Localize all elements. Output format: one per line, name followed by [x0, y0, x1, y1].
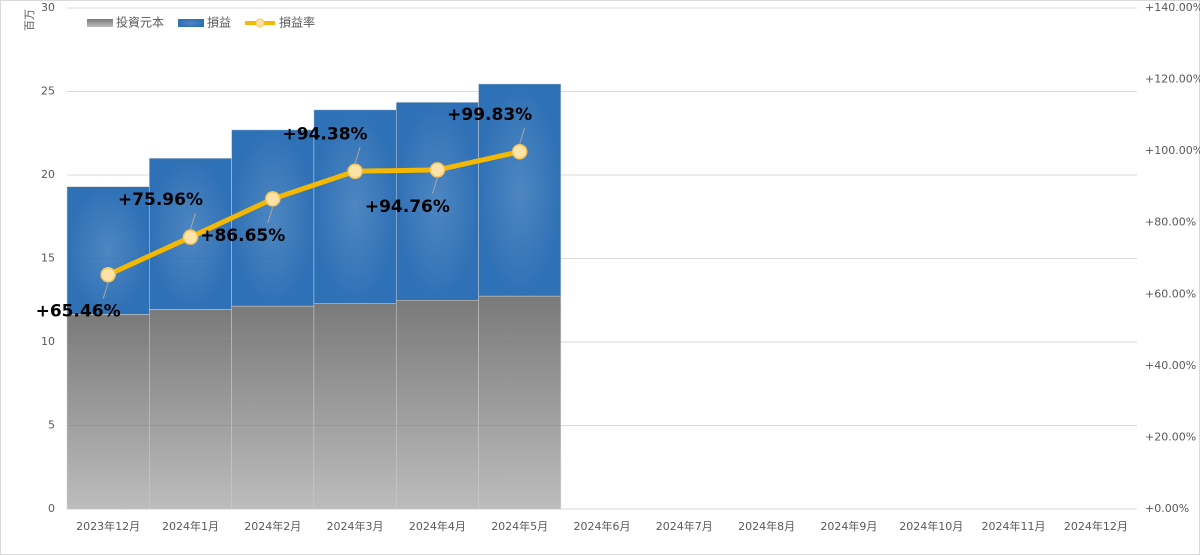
bar — [313, 303, 397, 510]
y2-tick-label: +140.00% — [1145, 1, 1200, 14]
x-tick-label: 2024年11月 — [982, 519, 1046, 533]
x-tick-label: 2024年2月 — [244, 519, 301, 533]
x-tick-label: 2024年4月 — [409, 519, 466, 533]
leader-line — [354, 147, 361, 164]
y-tick-label: 10 — [41, 335, 55, 348]
x-tick-label: 2024年10月 — [899, 519, 963, 533]
y2-tick-label: +0.00% — [1145, 502, 1189, 515]
bar — [66, 186, 150, 315]
data-label: +94.38% — [283, 124, 368, 144]
bar — [231, 129, 315, 307]
y2-tick-label: +80.00% — [1145, 216, 1196, 229]
x-tick-label: 2024年8月 — [738, 519, 795, 533]
data-label: +99.83% — [447, 105, 532, 125]
marker — [511, 144, 528, 160]
legend-label: 損益 — [207, 15, 231, 30]
y-tick-label: 0 — [48, 502, 55, 515]
y2-tick-label: +20.00% — [1145, 430, 1196, 443]
legend-swatch — [87, 19, 113, 27]
legend-swatch — [255, 18, 265, 28]
leader-line — [102, 282, 109, 299]
data-label: +75.96% — [118, 190, 203, 210]
marker — [347, 163, 363, 180]
y-axis-label: 百万 — [23, 9, 36, 31]
bar — [395, 300, 479, 510]
y-tick-label: 30 — [41, 1, 55, 14]
y-tick-label: 25 — [41, 85, 55, 98]
y2-tick-label: +40.00% — [1145, 359, 1196, 372]
x-tick-label: 2024年9月 — [820, 519, 877, 533]
y2-tick-label: +100.00% — [1145, 144, 1200, 157]
bar — [149, 309, 232, 510]
legend-label: 投資元本 — [116, 15, 164, 30]
marker — [429, 162, 446, 178]
y2-tick-label: +60.00% — [1145, 287, 1196, 300]
leader-line — [189, 213, 196, 230]
x-tick-label: 2023年12月 — [76, 519, 140, 533]
y2-tick-label: +120.00% — [1145, 73, 1200, 86]
data-label: +86.65% — [200, 226, 285, 246]
line — [107, 149, 521, 278]
marker — [265, 191, 281, 207]
bar — [478, 83, 562, 297]
legend-swatch — [178, 19, 205, 27]
bar — [478, 295, 562, 510]
x-tick-label: 2024年12月 — [1064, 519, 1128, 533]
marker — [182, 229, 199, 245]
data-label: +65.46% — [36, 302, 121, 322]
x-tick-label: 2024年1月 — [162, 519, 219, 533]
x-tick-label: 2024年6月 — [574, 519, 631, 533]
marker — [100, 266, 116, 283]
y-tick-label: 20 — [41, 168, 55, 181]
legend-label: 損益率 — [279, 15, 315, 30]
y-tick-label: 5 — [48, 419, 55, 432]
y-tick-label: 15 — [41, 252, 55, 265]
x-tick-label: 2024年5月 — [491, 519, 548, 533]
x-tick-label: 2024年3月 — [327, 519, 384, 533]
bar — [66, 314, 150, 510]
bar — [231, 305, 315, 510]
leader-line — [519, 127, 526, 144]
data-label: +94.76% — [365, 197, 450, 217]
leader-line — [431, 177, 438, 195]
leader-line — [267, 206, 274, 224]
x-tick-label: 2024年7月 — [656, 519, 713, 533]
